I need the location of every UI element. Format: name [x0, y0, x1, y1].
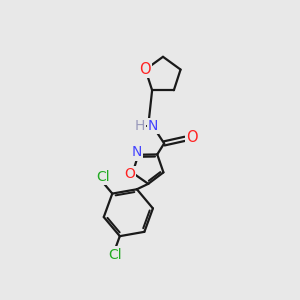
Text: O: O [186, 130, 198, 145]
Text: H: H [135, 119, 145, 133]
Text: N: N [148, 119, 158, 133]
Text: Cl: Cl [109, 248, 122, 262]
Text: O: O [140, 62, 151, 77]
Text: Cl: Cl [97, 170, 110, 184]
Text: N: N [131, 146, 142, 159]
Text: O: O [124, 167, 135, 181]
